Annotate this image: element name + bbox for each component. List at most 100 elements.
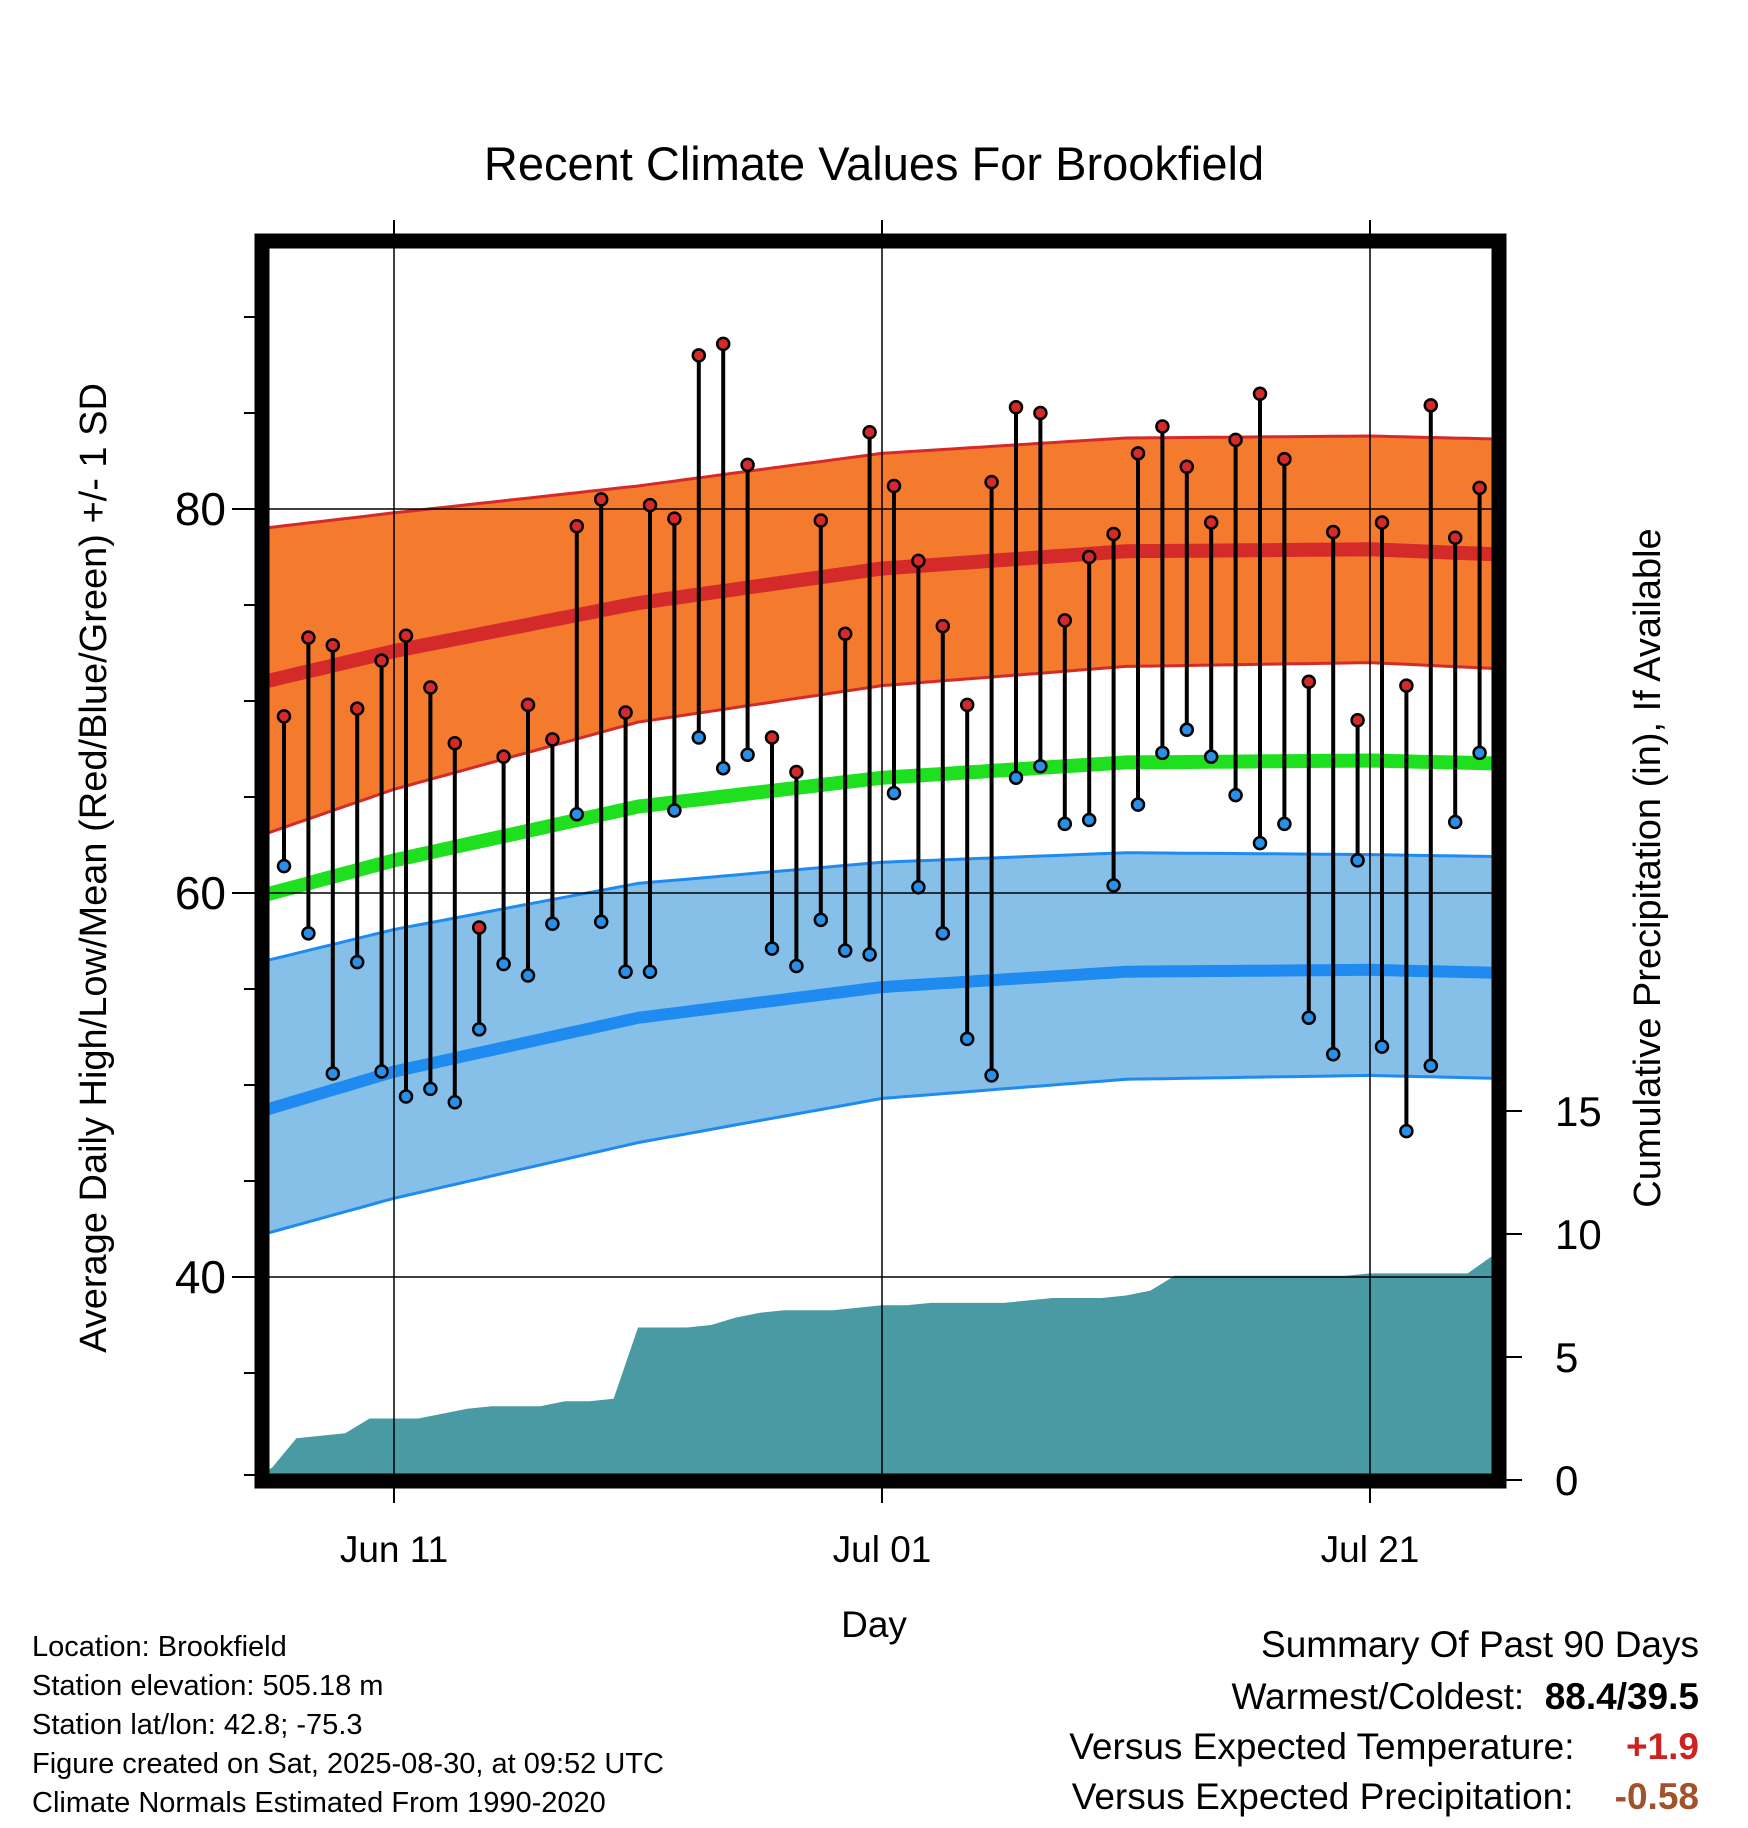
daily-high-point (423, 680, 438, 695)
x-tick-label: Jun 11 (340, 1529, 448, 1570)
daily-low-point (1179, 722, 1195, 738)
daily-high-point (789, 764, 804, 780)
daily-low-point (374, 1064, 389, 1079)
daily-high-point (496, 749, 511, 764)
daily-high-point (886, 478, 902, 494)
daily-low-point (423, 1081, 438, 1097)
daily-low-point (1742, 966, 1748, 978)
daily-low-point (1081, 812, 1097, 828)
daily-low-point (229, 950, 241, 962)
daily-high-point (349, 701, 365, 716)
daily-high-point (398, 628, 414, 643)
daily-low-point (618, 964, 633, 979)
daily-low-point (642, 964, 658, 979)
chart-title: Recent Climate Values For Brookfield (484, 137, 1264, 190)
daily-low-point (276, 858, 292, 874)
y-tick-label: 40 (175, 1251, 226, 1303)
daily-low-point (1033, 759, 1048, 774)
daily-high-point (1669, 564, 1681, 576)
daily-high-point (1447, 530, 1463, 546)
daily-high-point (1252, 386, 1268, 402)
daily-low-point (1301, 1010, 1317, 1026)
daily-low-point (935, 926, 951, 941)
daily-high-point (569, 519, 585, 534)
daily-low-point (1155, 745, 1170, 761)
y2-tick-label: 15 (1555, 1088, 1602, 1135)
warm-cold-value: 88.4/39.5 (1544, 1676, 1699, 1717)
daily-low-point (1277, 816, 1292, 832)
daily-high-point (520, 697, 536, 713)
temp-value: +1.9 (1625, 1726, 1699, 1767)
daily-low-point (1571, 814, 1583, 826)
y2-tick-label: 5 (1555, 1334, 1578, 1381)
x-axis-label: Day (841, 1604, 907, 1645)
daily-high-point (1325, 524, 1341, 540)
daily-high-point (1472, 480, 1487, 496)
daily-low-point (545, 916, 560, 931)
daily-low-point (349, 954, 365, 970)
daily-low-point (205, 1204, 217, 1216)
daily-low-point (837, 943, 853, 958)
daily-low-point (1228, 787, 1243, 803)
y-tick-label: 60 (175, 867, 226, 919)
daily-high-point (1130, 446, 1146, 461)
daily-low-point (471, 1022, 487, 1037)
y2-axis-label: Cumulative Precipitation (in), If Availa… (1627, 528, 1669, 1207)
plot-content (156, 247, 1748, 1475)
daily-low-point (156, 1281, 168, 1293)
daily-high-point (1033, 405, 1048, 421)
location-text: Location: Brookfield (32, 1631, 287, 1663)
daily-high-point (1718, 480, 1730, 492)
daily-high-point (447, 735, 463, 751)
daily-low-point (447, 1095, 463, 1110)
daily-high-point (1522, 422, 1534, 434)
daily-high-point (374, 653, 389, 668)
daily-low-point (1350, 853, 1365, 868)
daily-high-point (545, 732, 560, 747)
daily-low-point (325, 1066, 341, 1081)
daily-high-point (642, 497, 658, 513)
daily-low-point (959, 1031, 975, 1047)
daily-high-point (1399, 678, 1414, 693)
daily-low-point (398, 1089, 414, 1104)
daily-high-point (1057, 613, 1073, 628)
daily-low-point (1669, 1108, 1681, 1120)
daily-high-point (764, 730, 780, 745)
warm-cold-label: Warmest/Coldest: (1231, 1676, 1525, 1717)
y2-tick-label: 0 (1555, 1457, 1578, 1504)
daily-low-point (667, 803, 682, 818)
daily-high-point (1547, 430, 1559, 442)
daily-high-point (1228, 432, 1243, 448)
plot-frame (254, 233, 1507, 1489)
daily-high-point (471, 920, 487, 935)
daily-low-point (496, 956, 511, 972)
daily-high-point (1301, 674, 1317, 690)
daily-high-point (1423, 398, 1439, 413)
daily-high-point (984, 474, 999, 490)
daily-low-point (1325, 1047, 1341, 1062)
daily-low-point (1693, 1106, 1705, 1118)
daily-high-point (229, 426, 241, 438)
daily-high-point (715, 336, 731, 352)
daily-high-point (1179, 459, 1195, 475)
low-sd-band (268, 852, 1493, 1233)
daily-low-point (1522, 787, 1534, 799)
daily-high-point (911, 553, 926, 569)
daily-high-point (1350, 712, 1365, 728)
daily-low-point (862, 947, 877, 962)
normals-text: Climate Normals Estimated From 1990-2020 (32, 1787, 606, 1819)
created-text: Figure created on Sat, 2025-08-30, at 09… (32, 1748, 664, 1780)
daily-high-point (667, 511, 682, 526)
daily-low-point (1057, 816, 1073, 832)
precip-label: Versus Expected Precipitation: (1071, 1776, 1574, 1817)
daily-high-point (691, 348, 707, 363)
daily-low-point (1472, 745, 1487, 761)
summary-warm-cold: Warmest/Coldest: 88.4/39.5 (1231, 1678, 1699, 1715)
daily-high-point (325, 638, 341, 653)
daily-high-point (156, 1031, 168, 1043)
summary-title: Summary Of Past 90 Days (1261, 1624, 1699, 1665)
daily-high-point (618, 705, 633, 720)
daily-high-point (1155, 419, 1170, 434)
